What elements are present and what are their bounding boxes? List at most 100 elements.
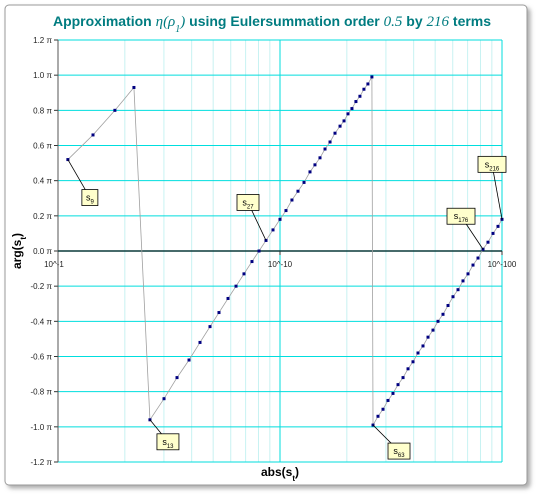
- y-tick-label: 0.8 π: [33, 106, 52, 115]
- data-point: [386, 398, 390, 402]
- callout-label: s216: [485, 159, 500, 172]
- data-point: [175, 376, 179, 380]
- data-point: [338, 124, 342, 128]
- title-part: η(ρ: [156, 14, 176, 30]
- callout-text: s: [454, 211, 459, 221]
- data-point: [323, 147, 327, 151]
- data-point: [328, 140, 332, 144]
- data-point: [346, 112, 350, 116]
- callout-subscript: 63: [398, 453, 405, 459]
- title-part: 216: [427, 14, 450, 30]
- callout-label: s9: [86, 193, 95, 206]
- callout-box: [236, 194, 260, 211]
- title-part: 1: [175, 24, 180, 35]
- callout-subscript: 9: [90, 200, 94, 206]
- data-point: [416, 351, 420, 355]
- data-point: [354, 100, 358, 104]
- data-point: [491, 231, 495, 235]
- callout-box: [81, 189, 99, 206]
- callout-text: s: [162, 437, 167, 447]
- callout-label: s63: [393, 446, 405, 459]
- data-point: [486, 240, 490, 244]
- y-tick-label: -0.2 π: [30, 282, 52, 291]
- data-point: [406, 367, 410, 371]
- x-tick-label: 10^-100: [488, 260, 517, 269]
- data-point: [132, 85, 136, 89]
- data-point: [242, 272, 246, 276]
- data-point: [471, 263, 475, 267]
- data-point: [396, 383, 400, 387]
- data-point: [456, 288, 460, 292]
- data-point: [401, 376, 405, 380]
- data-point: [426, 335, 430, 339]
- data-point: [313, 163, 317, 167]
- axis-title-part: ): [295, 465, 299, 479]
- data-point: [308, 170, 312, 174]
- callout-label: s176: [454, 211, 469, 224]
- y-tick-label: -0.4 π: [30, 317, 52, 326]
- x-tick-label: 10^-10: [268, 260, 293, 269]
- callout-box: [156, 433, 180, 451]
- callout-label: s13: [162, 437, 174, 450]
- data-point: [257, 249, 261, 253]
- data-point: [366, 82, 370, 86]
- data-point: [342, 119, 346, 123]
- y-axis-title: arg(st): [10, 233, 28, 269]
- data-point: [451, 295, 455, 299]
- title-part: 0.5: [384, 14, 403, 30]
- chart-title: Approximation η(ρ1) using Eulersummation…: [53, 13, 491, 35]
- data-point: [226, 296, 230, 300]
- callout-box: [477, 155, 507, 173]
- callout-pointer: [491, 164, 503, 220]
- data-point: [250, 260, 254, 264]
- callout-text: s: [393, 446, 398, 456]
- data-point: [441, 312, 445, 316]
- data-point: [333, 131, 337, 135]
- axis-title-part: t: [292, 474, 295, 483]
- data-point: [476, 256, 480, 260]
- title-part: ): [179, 14, 185, 30]
- data-point: [296, 189, 300, 193]
- y-tick-label: -0.6 π: [30, 353, 52, 362]
- axis-title-part: abs(s: [261, 465, 293, 479]
- y-tick-label: -0.8 π: [30, 388, 52, 397]
- data-point: [461, 279, 465, 283]
- data-point: [187, 358, 191, 362]
- callout-label: s27: [242, 197, 254, 210]
- data-point: [421, 344, 425, 348]
- data-point: [208, 325, 212, 329]
- axis-title-part: ): [10, 233, 24, 237]
- y-tick-label: 0.0 π: [33, 247, 52, 256]
- callout-subscript: 27: [247, 204, 254, 210]
- callout-subscript: 176: [458, 218, 469, 224]
- y-tick-label: 0.4 π: [33, 177, 52, 186]
- data-point: [162, 397, 166, 401]
- data-point: [381, 407, 385, 411]
- data-point: [466, 272, 470, 276]
- axis-title-part: arg(s: [10, 239, 24, 269]
- callout-text: s: [485, 159, 490, 169]
- y-tick-label: 0.2 π: [33, 212, 52, 221]
- data-point: [302, 180, 306, 184]
- data-point: [391, 391, 395, 395]
- data-point: [350, 107, 354, 111]
- x-axis-title: abs(st): [261, 465, 299, 483]
- data-point: [358, 94, 362, 98]
- data-point: [234, 284, 238, 288]
- data-point: [113, 108, 117, 112]
- callout-subscript: 216: [489, 166, 500, 172]
- x-tick-label: 10^-1: [44, 260, 64, 269]
- data-point: [370, 75, 374, 79]
- plot-area: -1.2 π -1.0 π -0.8 π -0.6 π -0.4 π -0.2 π 0.0 …: [30, 36, 516, 467]
- data-point: [436, 319, 440, 323]
- title-part: using Eulersummation order: [189, 13, 380, 29]
- data-point: [271, 228, 275, 232]
- data-point: [217, 311, 221, 315]
- y-tick-label: -1.0 π: [30, 423, 52, 432]
- y-tick-label: 1.2 π: [33, 36, 52, 45]
- data-point: [446, 304, 450, 308]
- callout-text: s: [86, 193, 91, 203]
- data-point: [278, 217, 282, 221]
- title-part: Approximation: [53, 13, 152, 29]
